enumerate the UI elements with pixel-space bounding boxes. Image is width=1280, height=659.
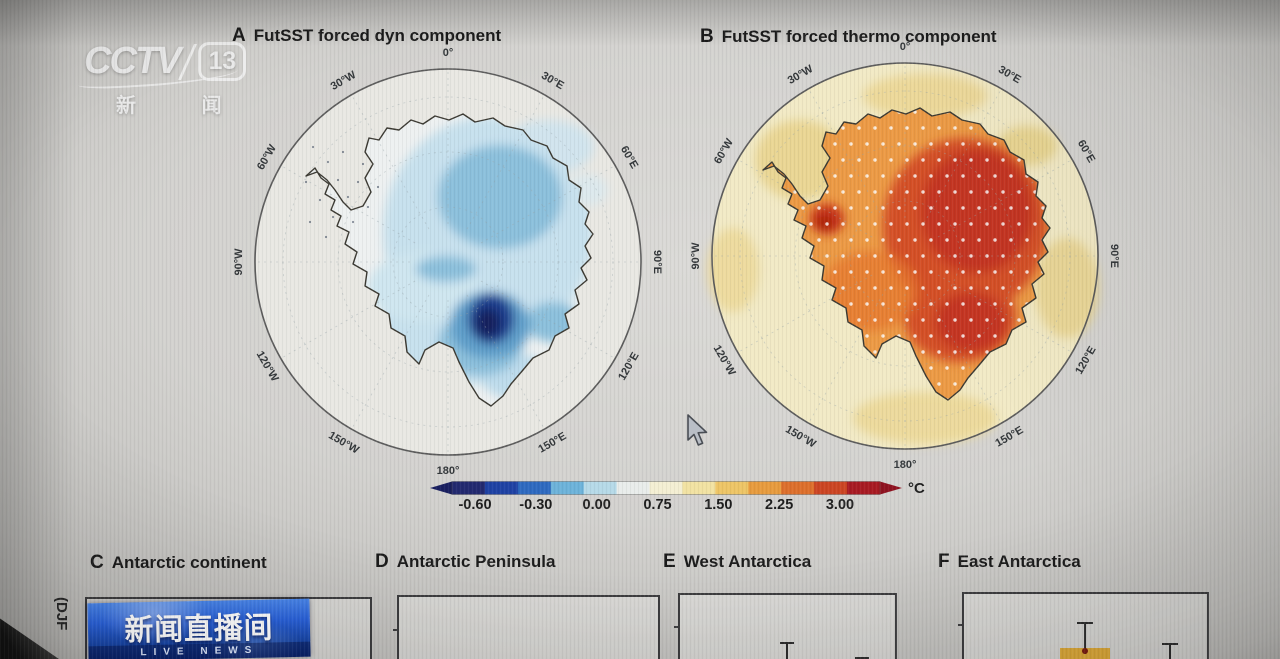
panel-b-title: B FutSST forced thermo component: [700, 26, 997, 48]
panel-f-letter: F: [938, 551, 950, 572]
panel-d-title-text: Antarctic Peninsula: [396, 552, 556, 571]
mouse-cursor-icon: [687, 414, 708, 446]
panel-d-y-tick: [393, 629, 398, 631]
cctv-channel-logo: CCTV 13 新 闻: [77, 40, 252, 118]
panel-c-title-text: Antarctic continent: [111, 553, 267, 572]
panel-e-title-text: West Antarctica: [683, 552, 812, 571]
colorbar-tick: 0.75: [643, 497, 672, 513]
map-panel-b-thermo-component: 0° 30°E 60°E 90°E 120°E 150°E 180° 150°W 120°W 90…: [690, 41, 1120, 471]
longitude-label: 0°: [900, 41, 911, 53]
panel-d-title: D Antarctic Peninsula: [375, 551, 555, 573]
longitude-label: 60°E: [618, 144, 640, 171]
map-b-boundary-circle: [711, 62, 1099, 450]
panel-e-plot-box: [678, 593, 897, 659]
panel-f-marker-dot: [1082, 648, 1088, 654]
panel-a-title-text: FutSST forced dyn component: [253, 26, 502, 45]
antarctica-coastline: [762, 107, 1051, 401]
panel-f-y-tick: [958, 624, 963, 626]
panel-f-plot-box: [962, 592, 1209, 659]
longitude-label: 180°: [894, 459, 917, 471]
program-banner: 新闻直播间 LIVE NEWS: [87, 598, 311, 659]
panel-b-title-text: FutSST forced thermo component: [721, 27, 997, 46]
map-b-graticule: [712, 63, 1098, 449]
longitude-label: 90°E: [1108, 244, 1120, 268]
longitude-label: 120°E: [1073, 344, 1098, 376]
panel-b-letter: B: [700, 26, 714, 47]
panel-a-letter: A: [232, 25, 246, 46]
longitude-label: 30°E: [996, 64, 1023, 86]
screen-corner-shadow: [0, 618, 59, 659]
map-b-ocean-anomaly: [707, 74, 1099, 444]
map-panel-a-dyn-component: 0° 30°E 60°E 90°E 120°E 150°E 180° 150°W 120°W 90…: [233, 47, 663, 477]
map-a-anomaly-blobs: [368, 117, 593, 399]
longitude-label: 120°E: [616, 350, 641, 382]
longitude-label: 120°W: [711, 343, 738, 378]
panel-f-title-text: East Antarctica: [957, 552, 1081, 571]
panel-d-letter: D: [375, 551, 389, 572]
colorbar-gradient: [430, 481, 902, 495]
panel-a-title: A FutSST forced dyn component: [232, 25, 501, 47]
colorbar-tick: 0.00: [582, 497, 611, 513]
cctv-channel-number: 13: [198, 42, 247, 81]
longitude-label: 60°W: [255, 142, 279, 172]
panel-c-y-axis-label-fragment: (DJF: [53, 597, 70, 631]
colorbar-tick: 1.50: [704, 497, 733, 513]
colorbar-unit-label: °C: [908, 480, 925, 497]
panel-c-letter: C: [90, 552, 104, 573]
longitude-label: 60°W: [712, 136, 736, 166]
colorbar-tick: -0.60: [458, 497, 492, 513]
longitude-label: 0°: [443, 47, 454, 59]
map-a-boundary-circle: [254, 68, 642, 456]
longitude-label: 60°E: [1075, 138, 1097, 165]
map-a-stipple-dots: [304, 145, 380, 239]
antarctica-coastline: [305, 113, 594, 407]
longitude-label: 150°W: [783, 423, 818, 450]
longitude-label: 90°W: [233, 248, 245, 276]
cctv-channel-name: 新 闻: [116, 95, 252, 117]
colorbar-tick: 2.25: [765, 497, 794, 513]
panel-e-bars: [780, 642, 869, 659]
longitude-label: 180°: [437, 465, 460, 477]
panel-e-title: E West Antarctica: [663, 551, 811, 573]
panel-c-title: C Antarctic continent: [90, 552, 267, 574]
map-a-graticule: [255, 69, 641, 455]
longitude-label: 120°W: [254, 349, 281, 384]
longitude-label: 150°E: [993, 424, 1025, 449]
longitude-label: 150°W: [326, 429, 361, 456]
longitude-label: 30°W: [786, 63, 816, 87]
panel-d-plot-box: [397, 595, 660, 659]
longitude-label: 90°W: [690, 242, 702, 270]
colorbar-tick: 3.00: [825, 497, 855, 513]
panel-e-y-tick: [674, 626, 679, 628]
colorbar-tick-labels: -0.60 -0.30 0.00 0.75 1.50 2.25 3.00: [430, 497, 902, 517]
panel-f-title: F East Antarctica: [938, 551, 1081, 573]
longitude-label: 30°W: [329, 69, 359, 93]
colorbar-tick: -0.30: [519, 497, 553, 513]
longitude-label: 90°E: [651, 250, 663, 274]
colorbar: -0.60 -0.30 0.00 0.75 1.50 2.25 3.00: [430, 481, 902, 525]
longitude-label: 30°E: [539, 70, 566, 92]
panel-e-letter: E: [663, 551, 676, 572]
panel-f-bars: [1060, 622, 1178, 659]
longitude-label: 150°E: [536, 430, 568, 455]
cctv-wordmark: CCTV: [84, 40, 181, 82]
